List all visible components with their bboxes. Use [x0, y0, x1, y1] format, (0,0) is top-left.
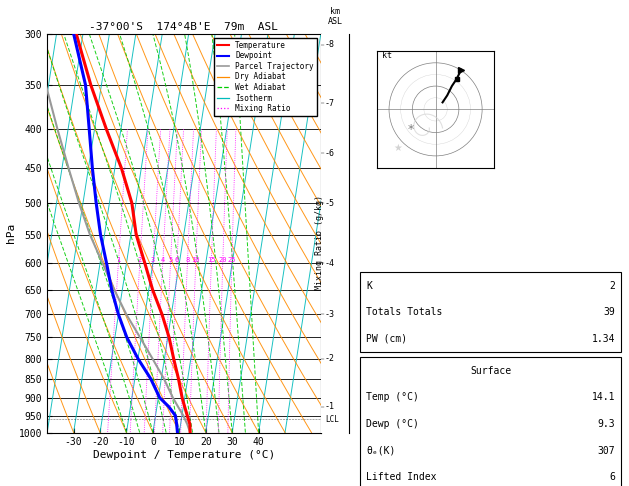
Text: 2: 2 [138, 258, 142, 263]
Text: km
ASL: km ASL [328, 7, 342, 26]
Legend: Temperature, Dewpoint, Parcel Trajectory, Dry Adiabat, Wet Adiabat, Isotherm, Mi: Temperature, Dewpoint, Parcel Trajectory… [214, 38, 317, 116]
Text: -4: -4 [325, 259, 335, 268]
Text: 5: 5 [169, 258, 172, 263]
Text: 25: 25 [228, 258, 236, 263]
Text: Mixing Ratio (g/kg): Mixing Ratio (g/kg) [315, 195, 324, 291]
Title: -37°00'S  174°4B'E  79m  ASL: -37°00'S 174°4B'E 79m ASL [89, 22, 279, 32]
Text: Temp (°C): Temp (°C) [366, 392, 419, 402]
Text: 6: 6 [609, 472, 615, 483]
Y-axis label: hPa: hPa [6, 223, 16, 243]
Text: Lifted Index: Lifted Index [366, 472, 437, 483]
Text: PW (cm): PW (cm) [366, 334, 407, 344]
Text: 6: 6 [175, 258, 179, 263]
Text: 8: 8 [186, 258, 189, 263]
Text: -7: -7 [325, 99, 335, 108]
Text: -2: -2 [325, 354, 335, 363]
Text: 2: 2 [609, 280, 615, 291]
Text: Totals Totals: Totals Totals [366, 307, 442, 317]
Text: 3: 3 [151, 258, 155, 263]
Text: *: * [408, 122, 414, 136]
Text: -3: -3 [325, 310, 335, 319]
Text: kt: kt [382, 51, 392, 60]
Text: Surface: Surface [470, 365, 511, 376]
Text: -6: -6 [325, 149, 335, 157]
X-axis label: Dewpoint / Temperature (°C): Dewpoint / Temperature (°C) [93, 450, 275, 460]
Text: Dewp (°C): Dewp (°C) [366, 419, 419, 429]
Text: -5: -5 [325, 199, 335, 208]
Text: ★: ★ [394, 143, 403, 153]
Text: -1: -1 [325, 402, 335, 411]
Text: 4: 4 [160, 258, 165, 263]
Text: K: K [366, 280, 372, 291]
Text: 10: 10 [191, 258, 200, 263]
Bar [360, 357, 621, 486]
Text: θₑ(K): θₑ(K) [366, 446, 395, 456]
Text: LCL: LCL [325, 415, 339, 423]
Text: 9.3: 9.3 [598, 419, 615, 429]
Text: 39: 39 [603, 307, 615, 317]
Text: 1.34: 1.34 [591, 334, 615, 344]
Text: 15: 15 [207, 258, 216, 263]
Text: -8: -8 [325, 40, 335, 50]
Text: 14.1: 14.1 [591, 392, 615, 402]
Text: 1: 1 [116, 258, 121, 263]
Text: 20: 20 [218, 258, 227, 263]
Text: 307: 307 [598, 446, 615, 456]
Bar [360, 272, 621, 352]
